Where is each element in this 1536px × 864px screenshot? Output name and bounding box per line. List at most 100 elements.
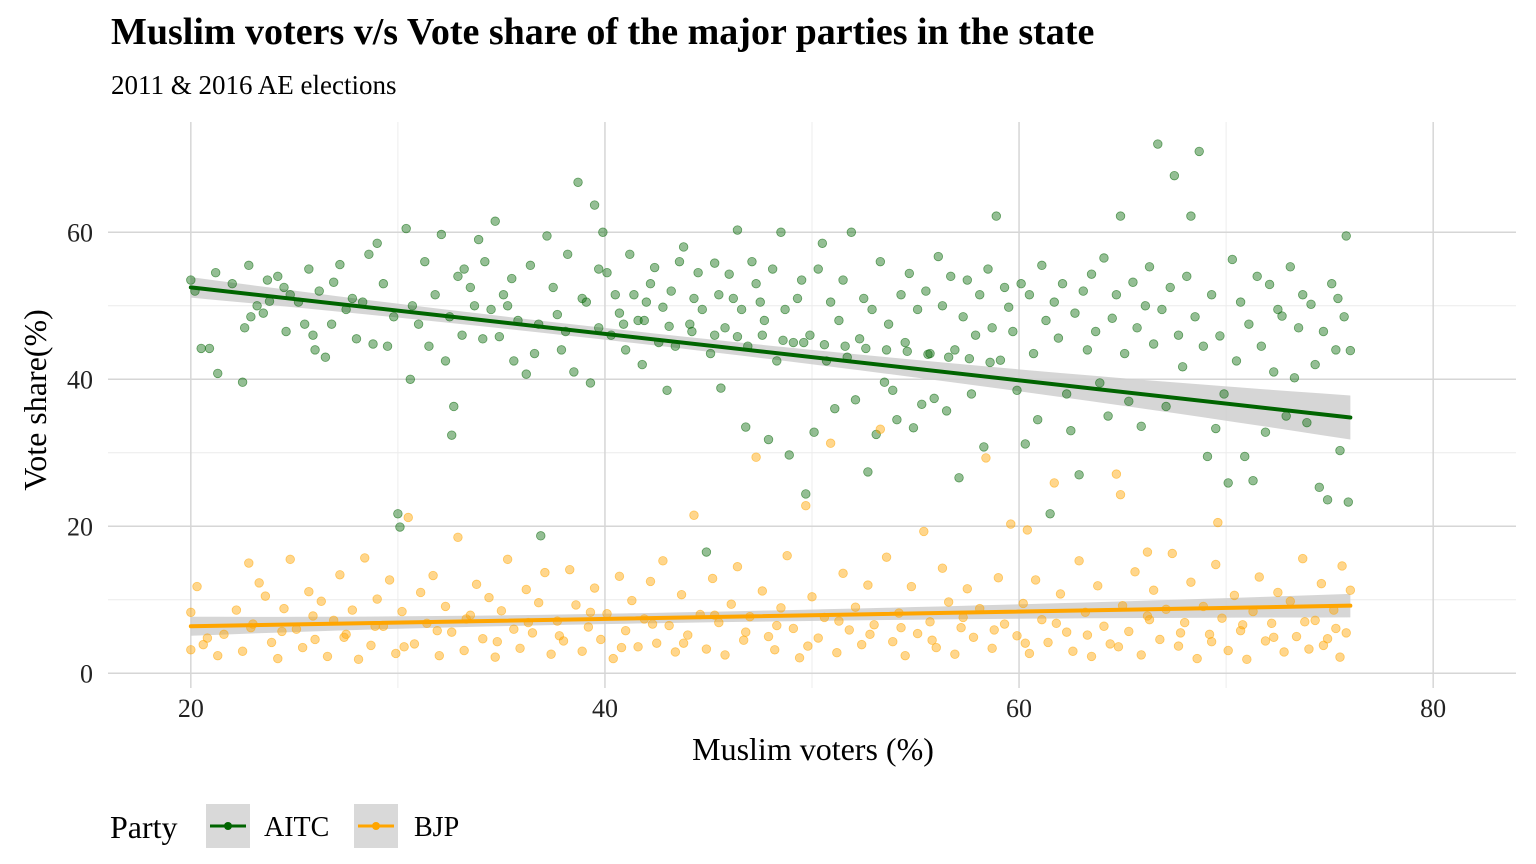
- data-point-aitc: [830, 403, 840, 414]
- data-point-aitc: [1269, 367, 1279, 377]
- data-point-aitc: [347, 293, 358, 304]
- data-point-bjp: [237, 646, 248, 656]
- data-point-aitc: [1103, 411, 1113, 421]
- data-point-aitc: [395, 522, 405, 532]
- data-point-aitc: [573, 177, 583, 187]
- data-point-bjp: [881, 552, 892, 562]
- data-point-aitc: [861, 343, 871, 354]
- data-point-bjp: [962, 584, 972, 594]
- data-point-aitc: [1115, 211, 1126, 221]
- data-point-aitc: [1227, 254, 1238, 265]
- data-point-aitc: [1086, 269, 1097, 279]
- data-point-bjp: [1136, 650, 1146, 660]
- data-point-bjp: [602, 609, 612, 619]
- data-point-bjp: [186, 645, 196, 655]
- data-point-aitc: [1190, 312, 1200, 322]
- data-point-bjp: [403, 512, 413, 523]
- data-point-bjp: [1223, 645, 1233, 656]
- data-point-aitc: [772, 356, 782, 366]
- data-point-aitc: [1345, 345, 1356, 356]
- data-point-aitc: [1070, 308, 1080, 318]
- confidence-bands: [190, 277, 1351, 636]
- data-point-bjp: [1298, 553, 1308, 564]
- data-point-aitc: [747, 256, 757, 267]
- data-point-bjp: [1192, 653, 1202, 664]
- data-point-bjp: [583, 622, 594, 632]
- data-point-aitc: [658, 302, 668, 312]
- data-point-bjp: [447, 627, 457, 637]
- data-point-bjp: [950, 649, 960, 659]
- data-point-aitc: [320, 352, 331, 362]
- data-point-aitc: [1314, 482, 1324, 493]
- data-point-aitc: [678, 242, 689, 252]
- data-point-bjp: [1237, 620, 1248, 630]
- data-point-aitc: [1285, 262, 1296, 272]
- data-point-aitc: [300, 319, 310, 329]
- data-point-bjp: [277, 626, 287, 637]
- data-point-bjp: [585, 607, 596, 617]
- data-point-aitc: [778, 335, 788, 346]
- data-point-bjp: [896, 623, 906, 633]
- data-point-aitc: [1090, 326, 1101, 337]
- y-tick-label: 40: [67, 365, 93, 394]
- data-point-aitc: [196, 343, 206, 354]
- data-point-aitc: [393, 509, 403, 519]
- data-point-aitc: [970, 330, 981, 340]
- data-point-aitc: [262, 275, 273, 285]
- data-point-aitc: [788, 337, 799, 348]
- data-point-aitc: [1252, 271, 1262, 282]
- data-point-bjp: [521, 584, 531, 595]
- data-point-bjp: [186, 607, 196, 617]
- data-point-aitc: [308, 330, 318, 340]
- data-point-aitc: [819, 340, 830, 350]
- data-point-bjp: [304, 587, 314, 597]
- data-point-aitc: [525, 260, 536, 271]
- data-point-bjp: [322, 651, 333, 662]
- data-point-bjp: [614, 571, 625, 581]
- data-point-bjp: [807, 592, 817, 602]
- data-point-aitc: [244, 260, 254, 271]
- data-point-aitc: [430, 290, 440, 300]
- data-point-aitc: [941, 406, 952, 416]
- data-point-bjp: [1285, 596, 1296, 606]
- data-point-bjp: [391, 648, 401, 659]
- data-point-bjp: [1093, 581, 1103, 591]
- data-point-bjp: [577, 646, 587, 656]
- legend-label-aitc: AITC: [264, 812, 329, 843]
- data-point-aitc: [1074, 470, 1084, 480]
- data-point-bjp: [1012, 631, 1022, 641]
- data-point-bjp: [1105, 639, 1115, 649]
- data-point-aitc: [685, 319, 695, 329]
- data-point-bjp: [310, 634, 320, 645]
- data-point-aitc: [649, 262, 660, 273]
- data-point-aitc: [1310, 359, 1320, 370]
- data-point-aitc: [556, 345, 567, 355]
- data-point-bjp: [1331, 623, 1341, 634]
- data-point-bjp: [741, 627, 751, 637]
- data-point-aitc: [486, 304, 496, 315]
- data-point-aitc: [1037, 260, 1047, 271]
- data-point-bjp: [1086, 651, 1097, 662]
- data-point-aitc: [709, 258, 720, 268]
- data-point-aitc: [618, 319, 629, 329]
- data-point-bjp: [1144, 614, 1155, 625]
- data-point-bjp: [1024, 648, 1035, 659]
- data-point-aitc: [937, 301, 948, 311]
- data-point-aitc: [594, 264, 604, 274]
- data-point-aitc: [239, 323, 250, 333]
- data-point-aitc: [364, 249, 374, 260]
- data-point-bjp: [869, 620, 879, 630]
- data-point-bjp: [1206, 636, 1217, 647]
- data-point-bjp: [546, 649, 556, 659]
- data-point-bjp: [989, 625, 999, 635]
- data-point-aitc: [1157, 304, 1167, 315]
- data-point-aitc: [796, 275, 807, 285]
- data-point-bjp: [360, 553, 370, 563]
- data-point-bjp: [813, 633, 823, 643]
- data-point-aitc: [548, 282, 558, 293]
- data-point-bjp: [645, 576, 656, 587]
- data-point-bjp: [540, 567, 550, 578]
- data-point-bjp: [596, 634, 606, 645]
- data-point-bjp: [440, 601, 451, 612]
